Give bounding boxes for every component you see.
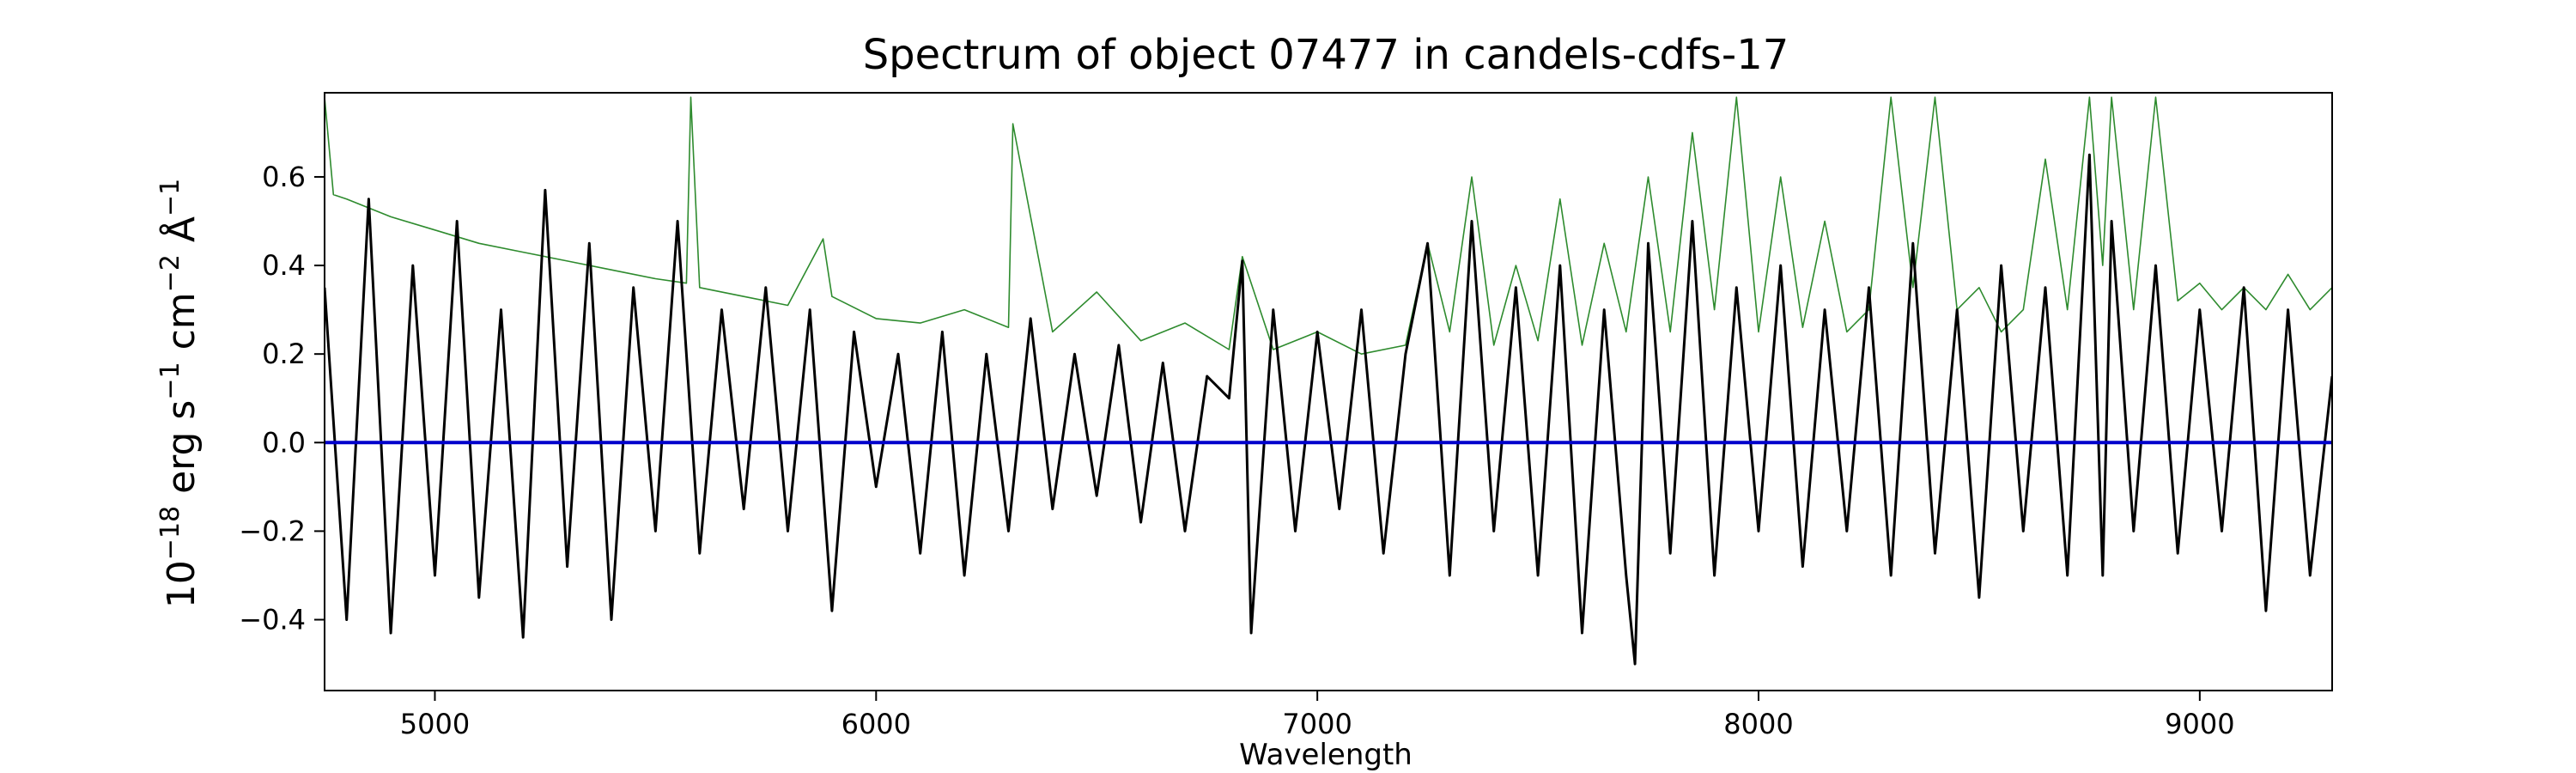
y-label-exp2: −1	[155, 362, 185, 399]
y-label-unit1: erg s	[160, 400, 204, 506]
y-tick-label: 0.4	[262, 249, 306, 282]
y-axis-label: 10−18 erg s−1 cm−2 Å−1	[155, 179, 204, 608]
x-tick-label: 9000	[2165, 708, 2234, 740]
x-tick-label: 6000	[841, 708, 911, 740]
y-tick-label: −0.2	[239, 514, 306, 547]
y-label-exp1: −18	[155, 506, 185, 560]
y-label-exp3: −2	[155, 254, 185, 292]
x-tick-label: 7000	[1282, 708, 1352, 740]
x-tick-label: 8000	[1723, 708, 1793, 740]
x-axis-ticks: 5000 6000 7000 8000 9000	[400, 691, 2235, 740]
y-tick-label: −0.4	[239, 604, 306, 636]
plot-area	[325, 96, 2332, 666]
y-label-exp4: −1	[155, 179, 185, 216]
y-axis-ticks: −0.4 −0.2 0.0 0.2 0.4 0.6	[239, 161, 325, 636]
y-label-base: 10	[160, 560, 204, 608]
x-tick-label: 5000	[400, 708, 470, 740]
y-label-unit3: Å	[158, 216, 204, 254]
y-tick-label: 0.0	[262, 426, 306, 459]
flux-series-line	[325, 153, 2332, 666]
chart-title: Spectrum of object 07477 in candels-cdfs…	[863, 31, 1789, 79]
y-tick-label: 0.6	[262, 161, 306, 193]
plot-frame	[324, 92, 2333, 691]
y-label-unit2: cm	[160, 292, 204, 362]
y-tick-label: 0.2	[262, 338, 306, 370]
x-axis-label: Wavelength	[1239, 738, 1413, 772]
error-series-line	[325, 96, 2332, 356]
